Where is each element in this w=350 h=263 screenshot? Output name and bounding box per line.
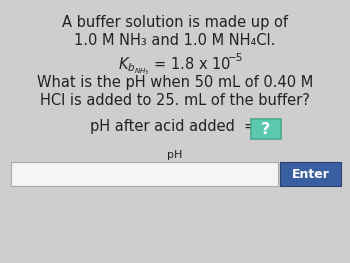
- FancyBboxPatch shape: [280, 162, 341, 186]
- Text: HCl is added to 25. mL of the buffer?: HCl is added to 25. mL of the buffer?: [40, 93, 310, 108]
- Text: Enter: Enter: [292, 168, 329, 180]
- Text: What is the pH when 50 mL of 0.40 M: What is the pH when 50 mL of 0.40 M: [37, 75, 313, 90]
- Text: −5: −5: [228, 53, 243, 63]
- Text: 1.0 M NH₃ and 1.0 M NH₄Cl.: 1.0 M NH₃ and 1.0 M NH₄Cl.: [74, 33, 276, 48]
- FancyBboxPatch shape: [11, 162, 278, 186]
- FancyBboxPatch shape: [251, 119, 281, 139]
- Text: pH: pH: [167, 150, 183, 160]
- Text: ?: ?: [261, 122, 271, 136]
- Text: A buffer solution is made up of: A buffer solution is made up of: [62, 15, 288, 30]
- Text: $K_{b_{NH_3}}$ = 1.8 x 10: $K_{b_{NH_3}}$ = 1.8 x 10: [118, 55, 232, 77]
- Text: pH after acid added  =: pH after acid added =: [90, 119, 260, 134]
